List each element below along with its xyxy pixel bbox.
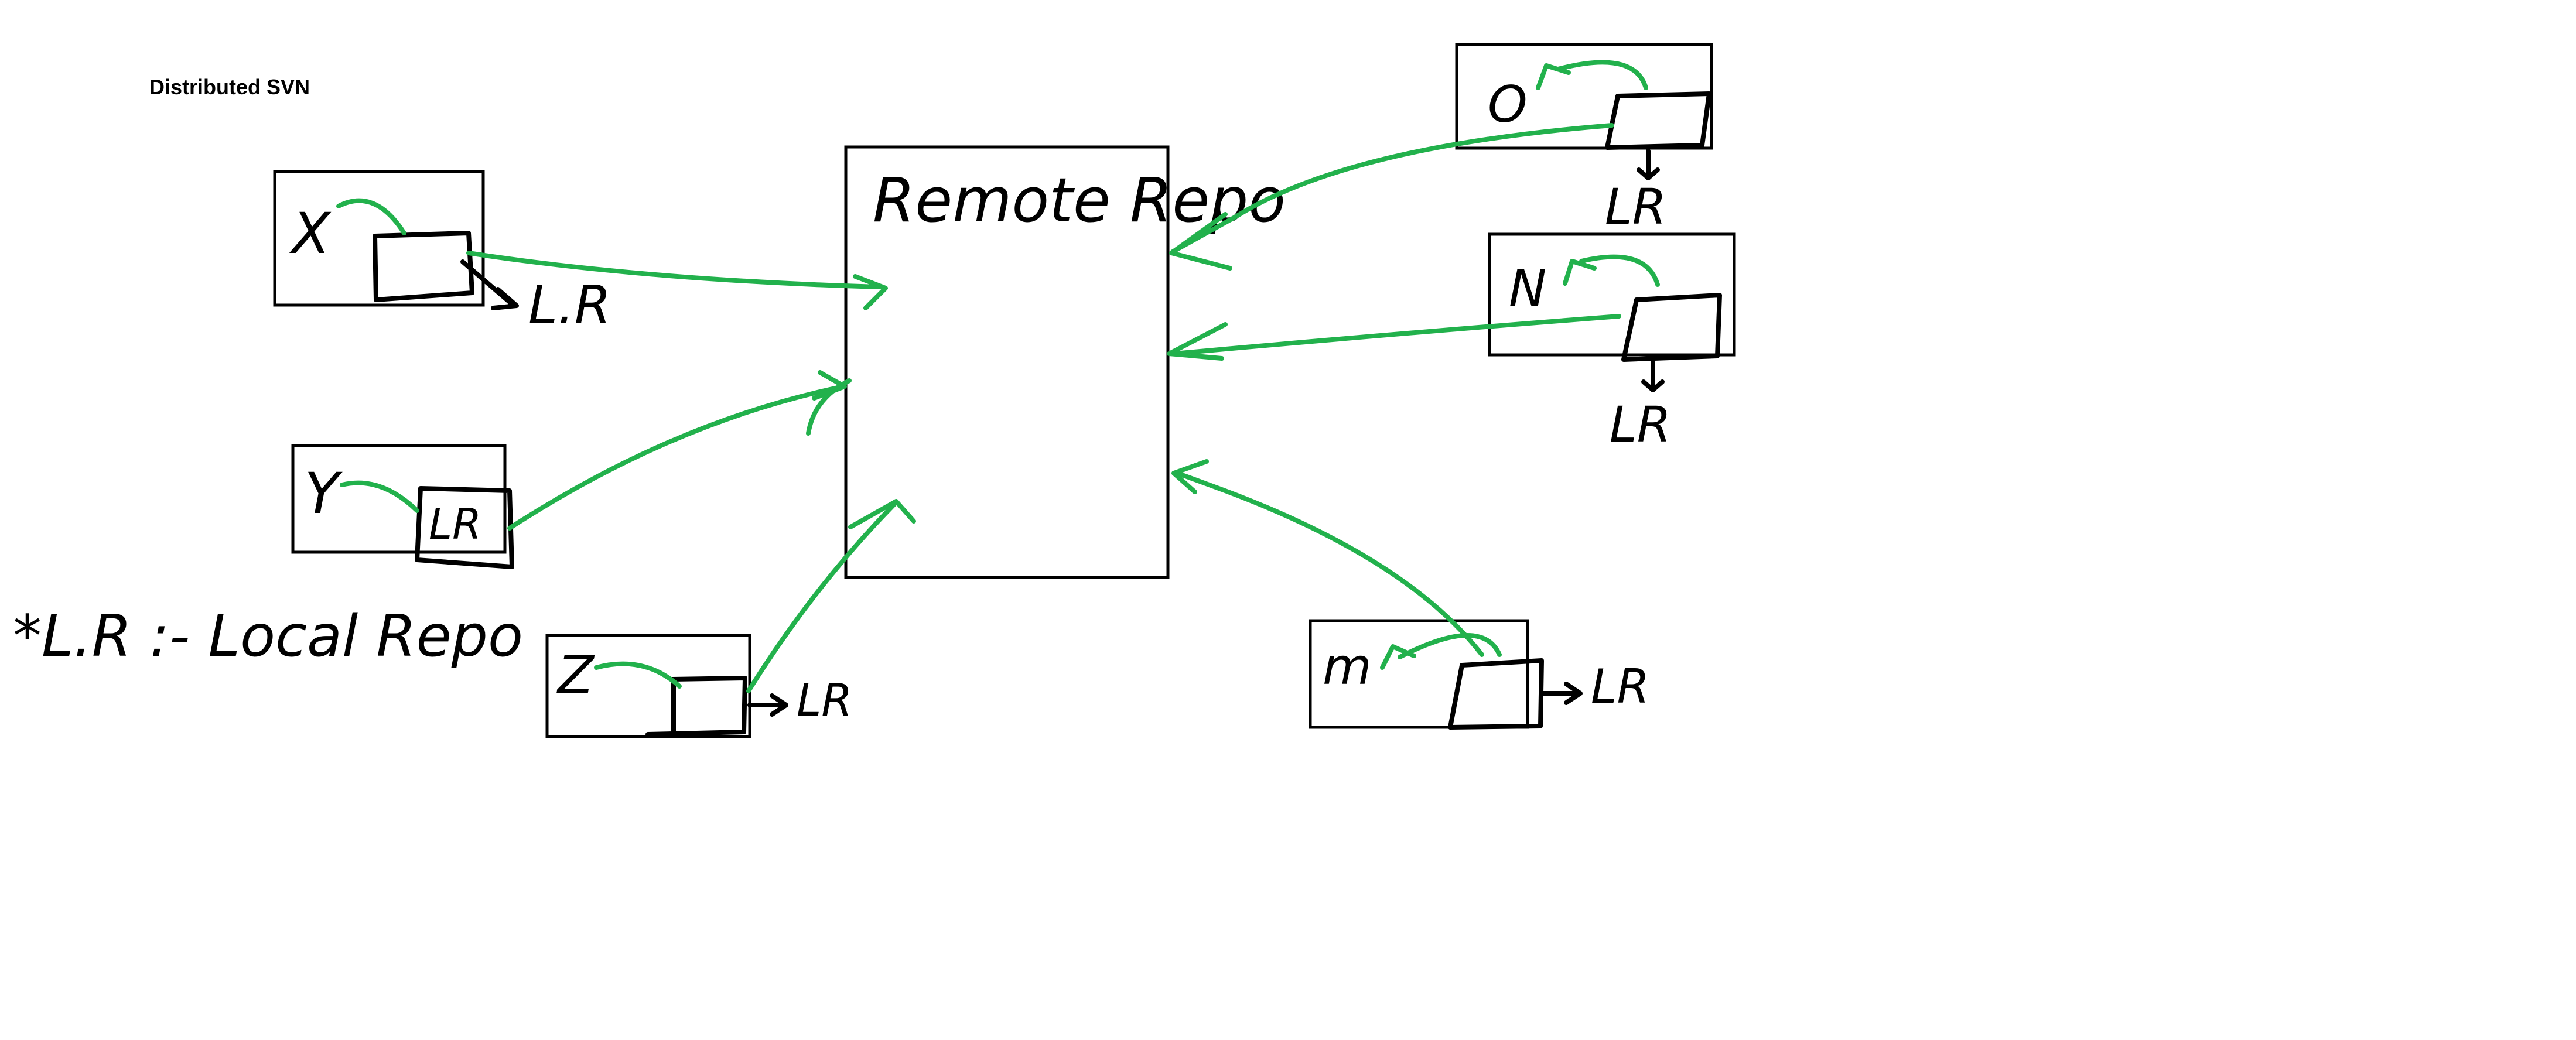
node-o-repo-arrow bbox=[1637, 149, 1660, 180]
push-arrows bbox=[466, 123, 1621, 693]
push-arrow-z bbox=[746, 499, 916, 693]
node-x-commit-arrow bbox=[336, 198, 406, 235]
node-m: m LR bbox=[1309, 619, 1649, 730]
node-y: Y LR bbox=[291, 444, 514, 569]
node-m-repo-label: LR bbox=[1591, 659, 1649, 714]
node-z-label: Z bbox=[556, 645, 595, 706]
push-arrow-x bbox=[466, 251, 888, 310]
node-x-repo-arrow-head bbox=[491, 287, 519, 310]
node-z-commit-arrow bbox=[594, 661, 682, 689]
node-o: O LR bbox=[1455, 43, 1713, 235]
push-arrow-o bbox=[1169, 123, 1614, 271]
node-x-local-repo-box bbox=[373, 231, 474, 302]
diagram-title: Distributed SVN bbox=[149, 75, 310, 99]
node-x: X L.R bbox=[273, 170, 611, 336]
push-arrow-y bbox=[507, 370, 852, 531]
node-y-repo-label: LR bbox=[429, 500, 481, 549]
node-n-local-repo-box bbox=[1621, 293, 1722, 362]
node-z-local-repo-box bbox=[645, 676, 747, 737]
node-x-label: X bbox=[289, 201, 332, 266]
node-m-repo-arrow-head bbox=[1564, 682, 1583, 705]
node-z: Z LR bbox=[545, 634, 852, 738]
legend-text: *L.R :- Local Repo bbox=[13, 603, 523, 670]
remote-repo-label: Remote Repo bbox=[873, 165, 1286, 236]
node-o-label: O bbox=[1488, 76, 1528, 134]
node-n-commit-arrow bbox=[1563, 254, 1660, 287]
node-y-commit-arrow bbox=[340, 480, 419, 513]
node-n-repo-label: LR bbox=[1610, 396, 1671, 453]
node-n: N LR bbox=[1488, 232, 1736, 453]
node-o-repo-label: LR bbox=[1605, 178, 1666, 235]
push-arrow-n bbox=[1167, 314, 1621, 361]
node-m-label: m bbox=[1323, 638, 1372, 696]
remote-repo: Remote Repo bbox=[844, 145, 1286, 579]
node-n-repo-arrow bbox=[1641, 358, 1665, 392]
node-x-repo-label: L.R bbox=[528, 275, 611, 336]
node-z-repo-arrow-head bbox=[770, 693, 788, 717]
node-o-commit-arrow bbox=[1536, 60, 1648, 90]
push-arrow-m bbox=[1171, 459, 1484, 657]
node-o-local-repo-box bbox=[1605, 91, 1711, 150]
node-m-local-repo-box bbox=[1448, 658, 1544, 730]
node-y-local-repo-box bbox=[415, 486, 514, 569]
node-z-repo-label: LR bbox=[797, 674, 852, 726]
node-y-label: Y bbox=[305, 461, 343, 526]
node-n-label: N bbox=[1509, 259, 1546, 318]
